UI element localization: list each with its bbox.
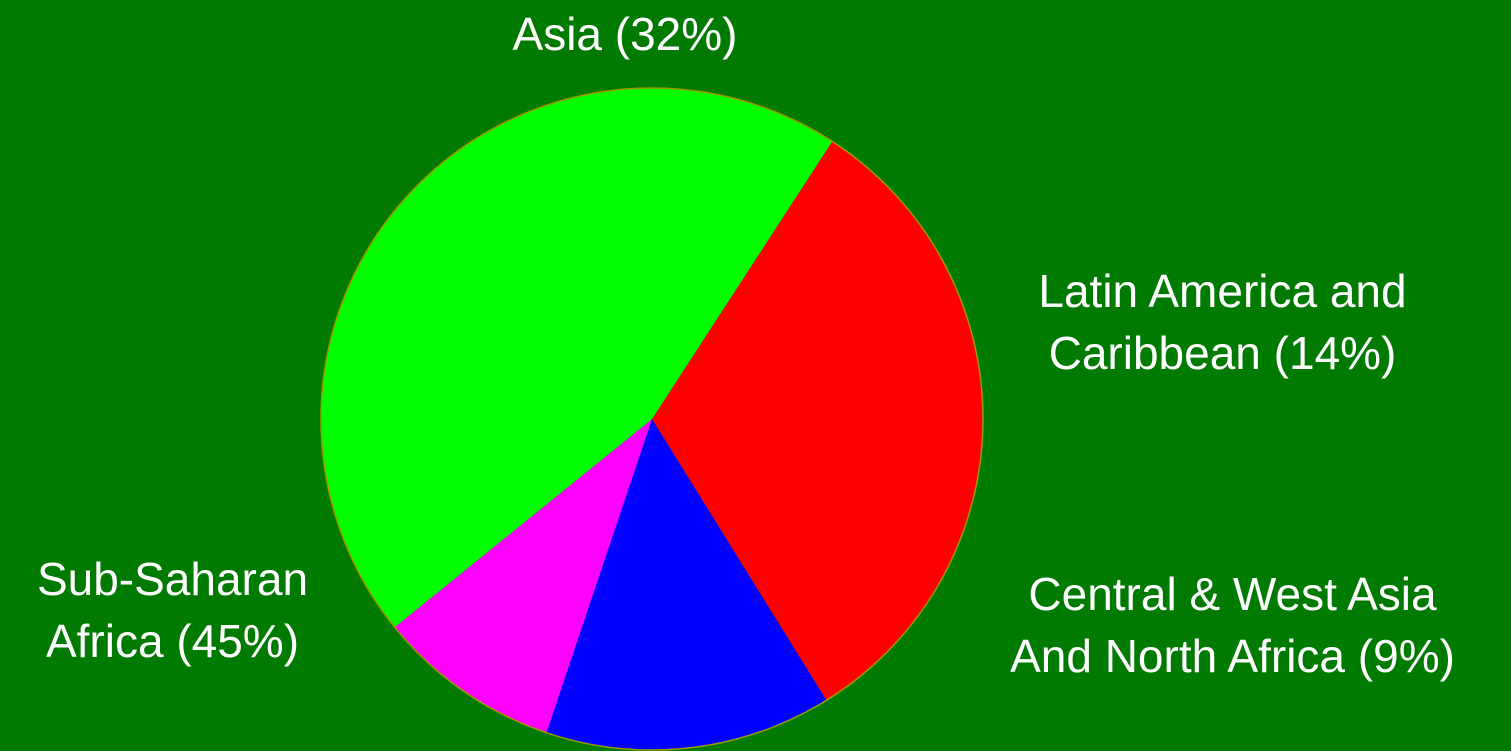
- pie-slice-latin-america-and-caribbean: [546, 419, 827, 750]
- slice-label-central-west-asia-line-2: And North Africa (9%): [1010, 630, 1455, 682]
- slice-label-central-west-asia: Central & West Asia And North Africa (9%…: [960, 563, 1505, 687]
- slice-label-latin-america: Latin America and Caribbean (14%): [995, 260, 1450, 384]
- pie-slice-asia: [652, 141, 983, 701]
- slice-label-latin-america-line-1: Latin America and: [1038, 265, 1407, 317]
- slice-label-central-west-asia-line-1: Central & West Asia: [1028, 568, 1437, 620]
- pie-outline: [320, 87, 984, 751]
- pie-slice-sub-saharan-africa: [320, 87, 833, 628]
- slice-label-asia-line-1: Asia (32%): [512, 8, 738, 60]
- slice-label-sub-saharan-africa-line-1: Sub-Saharan: [36, 553, 309, 605]
- slice-label-asia: Asia (32%): [470, 3, 780, 65]
- slice-label-sub-saharan-africa-line-2: Africa (45%): [45, 615, 300, 667]
- slice-label-latin-america-line-2: Caribbean (14%): [1048, 327, 1397, 379]
- slice-label-sub-saharan-africa: Sub-Saharan Africa (45%): [5, 548, 340, 672]
- pie-slice-central-west-asia-and-north-africa: [394, 419, 652, 733]
